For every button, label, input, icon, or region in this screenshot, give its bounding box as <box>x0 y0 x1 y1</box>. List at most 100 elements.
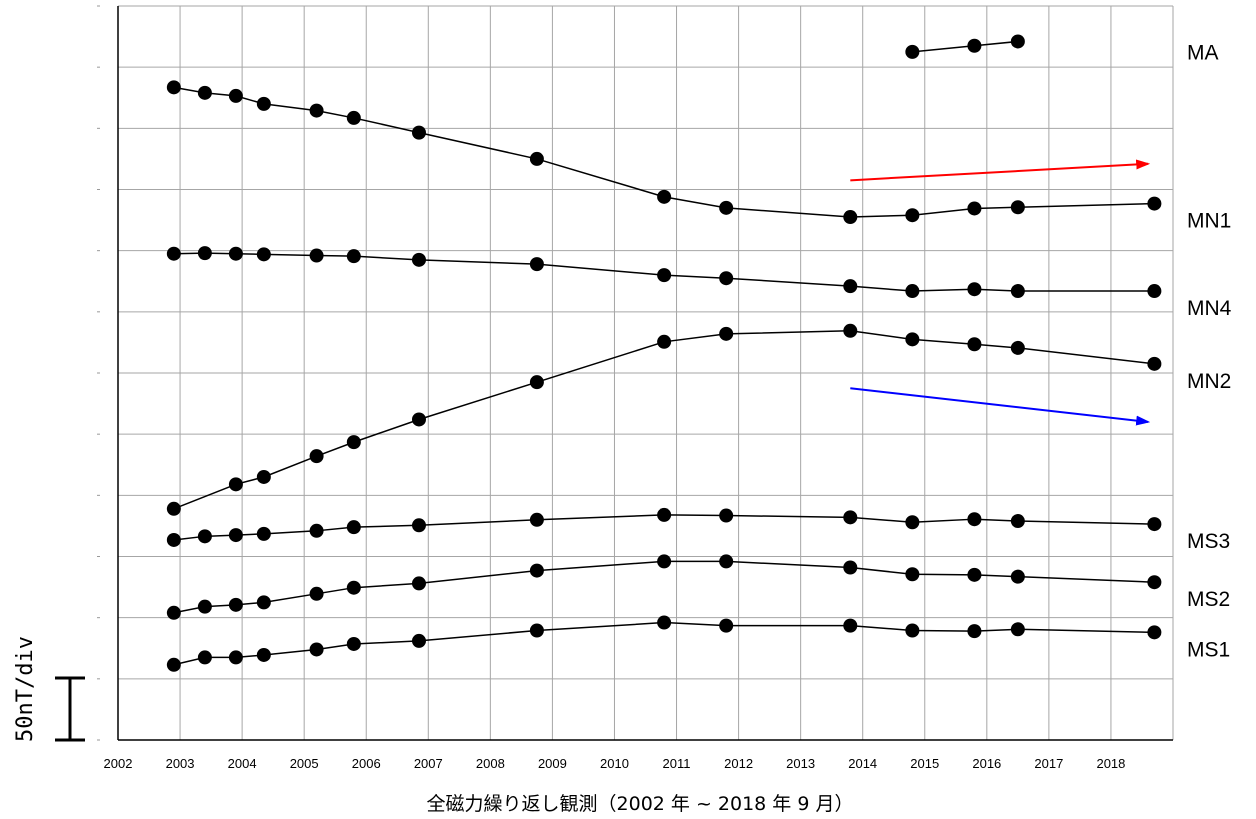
x-tick-label: 2012 <box>724 756 753 771</box>
data-point <box>1147 284 1162 299</box>
data-point <box>719 508 734 523</box>
x-tick-label: 2016 <box>972 756 1001 771</box>
data-point <box>256 247 271 262</box>
data-point <box>197 85 212 100</box>
data-point <box>228 528 243 543</box>
data-point <box>529 257 544 272</box>
data-point <box>256 647 271 662</box>
data-point <box>905 623 920 638</box>
data-point <box>967 38 982 53</box>
series-line <box>912 40 1018 53</box>
x-tick-label: 2010 <box>600 756 629 771</box>
data-point <box>719 618 734 633</box>
data-point <box>529 512 544 527</box>
trend-arrows <box>850 159 1151 426</box>
data-point <box>905 284 920 299</box>
data-point <box>967 337 982 352</box>
data-point <box>346 435 361 450</box>
trend-arrow <box>850 159 1151 182</box>
data-point <box>1147 356 1162 371</box>
data-point <box>1147 517 1162 532</box>
data-point <box>1010 514 1025 529</box>
data-point <box>411 576 426 591</box>
data-point <box>719 271 734 286</box>
data-point <box>309 449 324 464</box>
scale-label: 50nT/div <box>13 636 38 742</box>
data-point <box>228 246 243 261</box>
series-label-mn2: MN2 <box>1187 370 1231 393</box>
data-point <box>309 523 324 538</box>
data-point <box>309 103 324 118</box>
x-tick-labels: 2002 2003 2004 2005 2006 2007 2008 2009 2010 2011… <box>104 756 1126 771</box>
data-point <box>411 412 426 427</box>
x-tick-label: 2014 <box>848 756 877 771</box>
data-point <box>1010 34 1025 49</box>
data-point <box>905 44 920 59</box>
data-point <box>843 210 858 225</box>
x-tick-label: 2009 <box>538 756 567 771</box>
series-mn1 <box>166 80 1162 225</box>
series-label-ms2: MS2 <box>1187 588 1230 611</box>
data-point <box>228 477 243 492</box>
data-point <box>166 532 181 547</box>
series-labels: MA MN1 MN4 MN2 MS3 MS2 MS1 <box>1187 41 1232 661</box>
data-point <box>967 567 982 582</box>
data-point <box>967 201 982 216</box>
data-point <box>197 529 212 544</box>
data-point <box>529 563 544 578</box>
data-point <box>309 586 324 601</box>
data-point <box>197 599 212 614</box>
series-line <box>173 560 1155 614</box>
x-tick-label: 2004 <box>228 756 257 771</box>
data-point <box>719 326 734 341</box>
data-point <box>228 650 243 665</box>
data-point <box>719 200 734 215</box>
data-point <box>967 512 982 527</box>
series-label-ma: MA <box>1187 41 1219 64</box>
series-label-ms1: MS1 <box>1187 638 1230 661</box>
data-point <box>346 636 361 651</box>
data-point <box>346 110 361 125</box>
series-ms1 <box>166 615 1162 672</box>
x-tick-label: 2002 <box>104 756 133 771</box>
data-point <box>719 554 734 569</box>
data-point <box>843 279 858 294</box>
data-point <box>843 510 858 525</box>
data-point <box>166 605 181 620</box>
data-point <box>657 268 672 283</box>
data-point <box>1010 569 1025 584</box>
data-point <box>843 618 858 633</box>
data-point <box>905 332 920 347</box>
data-point <box>228 597 243 612</box>
x-axis-label: 全磁力繰り返し観測（2002 年 ~ 2018 年 9 月） <box>427 793 854 815</box>
series-mn2 <box>166 323 1162 516</box>
data-point <box>657 554 672 569</box>
x-tick-label: 2018 <box>1096 756 1125 771</box>
data-point <box>657 189 672 204</box>
x-tick-label: 2015 <box>910 756 939 771</box>
data-point <box>166 246 181 261</box>
data-point <box>166 80 181 95</box>
scale-bar: 50nT/div <box>13 636 85 742</box>
series-label-ms3: MS3 <box>1187 530 1230 553</box>
data-point <box>197 246 212 261</box>
data-point <box>657 334 672 349</box>
series-mn4 <box>166 246 1162 299</box>
data-point <box>905 567 920 582</box>
data-point <box>256 526 271 541</box>
data-point <box>166 501 181 516</box>
data-point <box>309 642 324 657</box>
series-label-mn4: MN4 <box>1187 297 1232 320</box>
data-point <box>1010 622 1025 637</box>
x-tick-label: 2007 <box>414 756 443 771</box>
data-point <box>529 375 544 390</box>
data-point <box>967 624 982 639</box>
series-label-mn1: MN1 <box>1187 210 1231 233</box>
x-tick-label: 2003 <box>166 756 195 771</box>
x-tick-label: 2005 <box>290 756 319 771</box>
data-point <box>346 580 361 595</box>
series-line <box>173 330 1155 510</box>
data-point <box>905 515 920 530</box>
data-point <box>166 657 181 672</box>
